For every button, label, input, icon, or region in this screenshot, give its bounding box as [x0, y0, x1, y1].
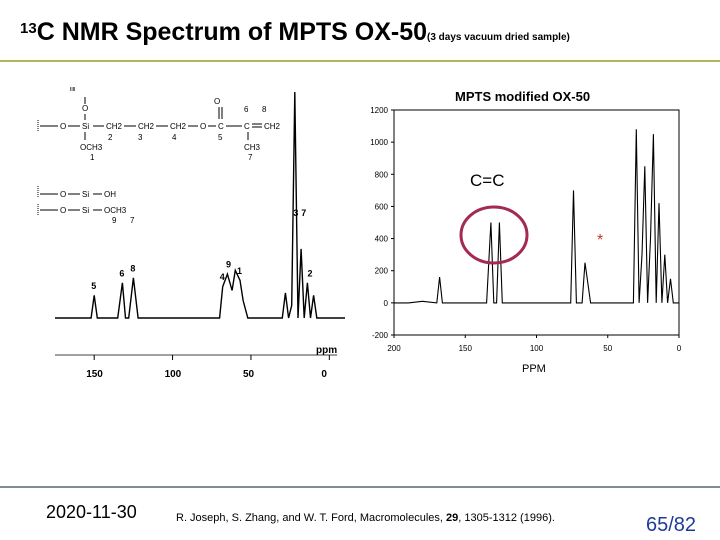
right-y-tick-label: 1000: [370, 138, 388, 147]
peak-label: 1: [237, 266, 242, 276]
structure-label: CH2: [170, 122, 187, 131]
citation-volume: 29: [446, 512, 459, 524]
structure-label: OCH3: [80, 143, 103, 152]
left-x-axis-label: ppm: [316, 345, 337, 356]
structure-label: C: [218, 122, 224, 131]
structure-label: OH: [104, 190, 116, 199]
structure-label: CH2: [264, 122, 281, 131]
structure-label: 7: [130, 216, 135, 225]
structure-label: O: [214, 97, 220, 106]
peak-label: 9: [226, 260, 231, 270]
footer-date: 2020-11-30: [46, 502, 137, 522]
right-y-tick-label: 200: [375, 267, 389, 276]
left-x-tick-label: 50: [243, 369, 255, 380]
structure-label: 1: [90, 153, 95, 162]
peak-label: 8: [130, 263, 135, 273]
right-x-tick-label: 150: [459, 344, 473, 353]
right-y-tick-label: 600: [375, 202, 389, 211]
peak-label: 5: [91, 281, 96, 291]
right-plot-area: 1200 1000 800 600 400 200 0 -200 200 150 100 50 0: [370, 106, 682, 353]
structure-label: 2: [108, 133, 113, 142]
cc-annotation: C=C: [470, 171, 504, 190]
structure-label: O: [60, 206, 66, 215]
right-y-tick-label: 1200: [370, 106, 388, 115]
title-superscript: 13: [20, 20, 37, 37]
structure-label: ᴵᴵᴵᴵ: [70, 86, 75, 95]
right-y-tick-label: 800: [375, 170, 389, 179]
structure-label: CH2: [106, 122, 123, 131]
citation-suffix: , 1305-1312 (1996).: [458, 512, 555, 524]
title-main: C NMR Spectrum of MPTS OX-50: [36, 18, 428, 46]
structure-label: CH2: [138, 122, 155, 131]
right-x-tick-label: 0: [677, 344, 682, 353]
right-y-tick-label: 400: [375, 235, 389, 244]
right-chart-title: MPTS modified OX-50: [455, 89, 590, 104]
structure-label: 9: [112, 216, 117, 225]
left-spectrum-line: [55, 91, 345, 319]
structure-label: Si: [82, 190, 89, 199]
structure-diagram: ᴵᴵᴵᴵ O O Si CH2 CH2 CH2 O C C CH2 6 8 O …: [37, 86, 281, 225]
right-x-tick-label: 100: [530, 344, 544, 353]
structure-label: Si: [82, 122, 89, 131]
right-x-tick-label: 200: [387, 344, 401, 353]
right-spectrum-line: [394, 129, 679, 304]
structure-label: 3: [138, 133, 143, 142]
peak-label: 2: [308, 268, 313, 278]
peak-label: 6: [119, 268, 124, 278]
structure-label: OCH3: [104, 206, 127, 215]
structure-label: O: [82, 104, 88, 113]
right-y-tick-label: -200: [372, 331, 389, 340]
title-note: (3 days vacuum dried sample): [427, 32, 570, 43]
structure-label: 5: [218, 133, 223, 142]
peak-label: 7: [301, 208, 306, 218]
structure-label: 7: [248, 153, 253, 162]
structure-label: O: [200, 122, 206, 131]
footer-citation: R. Joseph, S. Zhang, and W. T. Ford, Mac…: [176, 512, 555, 524]
star-annotation: *: [597, 232, 603, 249]
citation-prefix: R. Joseph, S. Zhang, and W. T. Ford, Mac…: [176, 512, 447, 524]
left-x-tick-label: 150: [86, 369, 103, 380]
right-y-tick-label: 0: [384, 299, 389, 308]
peak-label: 4: [220, 272, 225, 282]
structure-label: 8: [262, 105, 267, 114]
title-divider: [0, 60, 720, 62]
right-x-axis-label: PPM: [522, 363, 546, 375]
structure-label: CH3: [244, 143, 261, 152]
structure-label: 6: [244, 105, 249, 114]
cc-highlight-circle: [459, 205, 529, 265]
right-x-tick-label: 50: [603, 344, 612, 353]
structure-label: O: [60, 122, 66, 131]
structure-label: C: [244, 122, 250, 131]
slide-title: 13C NMR Spectrum of MPTS OX-50(3 days va…: [20, 18, 570, 47]
left-x-tick-label: 100: [165, 369, 182, 380]
page-number: 65/82: [646, 514, 697, 536]
structure-label: O: [60, 190, 66, 199]
footer-divider: [0, 486, 720, 488]
structure-label: Si: [82, 206, 89, 215]
left-x-tick-label: 0: [321, 369, 327, 380]
peak-label: 3: [293, 208, 298, 218]
structure-label: 4: [172, 133, 177, 142]
